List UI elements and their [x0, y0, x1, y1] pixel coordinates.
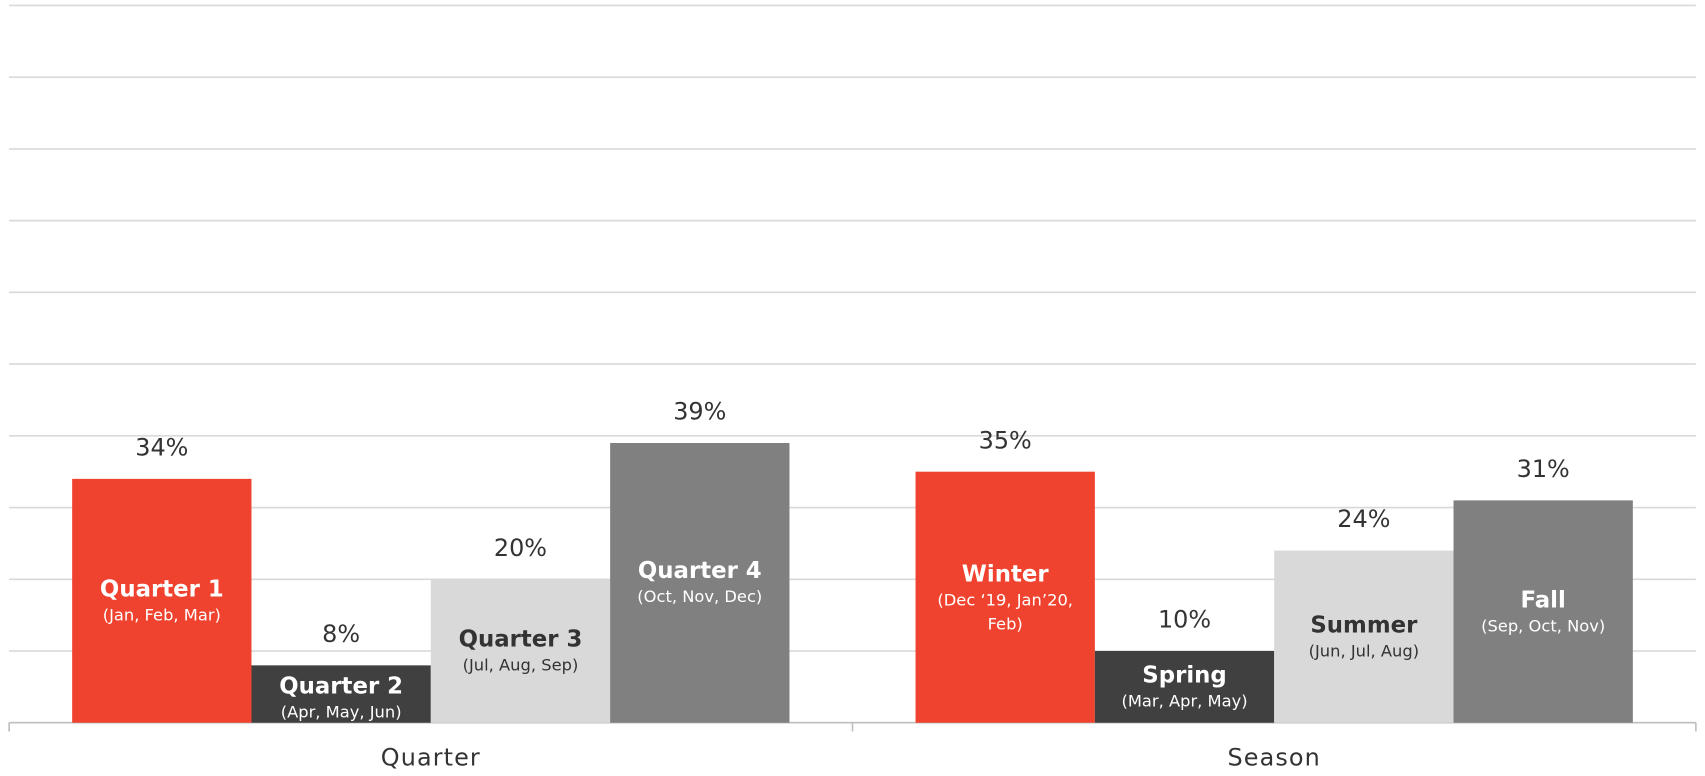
bar-label: Quarter 4 (Oct, Nov, Dec) — [610, 443, 789, 723]
value-label: 31% — [1517, 455, 1570, 483]
value-label: 10% — [1158, 606, 1211, 634]
category-label: Quarter 2 — [279, 672, 404, 700]
category-label: Quarter 4 — [637, 557, 762, 584]
bar-label: Summer(Jun, Jul, Aug) — [1274, 551, 1453, 723]
bar-label: Winter(Dec ‘19, Jan’20, Feb) — [916, 472, 1095, 723]
category-label: Fall — [1520, 586, 1566, 613]
category-sublabel: (Sep, Oct, Nov) — [1481, 615, 1606, 636]
bar-label-box: Quarter 3 (Jul, Aug, Sep) — [431, 579, 610, 722]
category-sublabel: (Jan, Feb, Mar) — [102, 605, 221, 625]
category-sublabel: (Apr, May, Jun) — [280, 702, 402, 722]
value-label: 20% — [494, 534, 547, 562]
value-label: 34% — [135, 433, 188, 461]
bar — [915, 471, 1095, 723]
bar — [251, 665, 431, 723]
value-label: 35% — [979, 426, 1032, 454]
bar-label-box: Quarter 4 (Oct, Nov, Dec) — [610, 443, 789, 723]
bar — [430, 579, 611, 723]
category-sublabel: (Jun, Jul, Aug) — [1308, 640, 1420, 661]
bar-label-box: Spring (Mar, Apr, May) — [1095, 651, 1274, 723]
bar — [610, 442, 790, 723]
value-label: 39% — [673, 398, 726, 426]
value-label: 8% — [322, 620, 360, 648]
bar — [72, 478, 252, 723]
bar-label: Quarter 3(Jul, Aug, Sep) — [431, 579, 610, 722]
category-label: Quarter 3 — [458, 626, 583, 653]
value-label: 24% — [1337, 505, 1390, 533]
bar-label: Fall(Sep, Oct, Nov) — [1454, 500, 1633, 722]
bar-label: Spring (Mar, Apr, May) — [1095, 651, 1274, 723]
category-sublabel: (Oct, Nov, Dec) — [637, 587, 763, 607]
group-label: Quarter — [381, 744, 481, 772]
bar-label-box: Winter (Dec ‘19, Jan’20, Feb) — [916, 472, 1095, 723]
bar-label-box: Fall (Sep, Oct, Nov) — [1454, 500, 1633, 722]
group-label: Season — [1228, 744, 1321, 772]
bar — [1453, 500, 1633, 723]
category-sublabel: (Mar, Apr, May) — [1121, 691, 1248, 711]
category-label: Summer — [1310, 611, 1418, 638]
category-label: Quarter 1 — [99, 575, 224, 602]
bar-label-box: Quarter 1 (Jan, Feb, Mar) — [72, 479, 251, 723]
bar-label-box: Summer (Jun, Jul, Aug) — [1274, 551, 1453, 723]
category-sublabel: (Dec ‘19, Jan’20, Feb) — [937, 589, 1074, 634]
bar — [1274, 550, 1454, 723]
bar-label-box: Quarter 2 (Apr, May, Jun) — [251, 665, 430, 722]
bar-label: Quarter 2(Apr, May, Jun) — [251, 665, 430, 722]
bar — [1094, 651, 1275, 723]
category-label: Winter — [961, 560, 1049, 587]
bar-label: Quarter 1 (Jan, Feb, Mar) — [72, 479, 251, 723]
category-label: Spring — [1142, 661, 1227, 688]
category-sublabel: (Jul, Aug, Sep) — [462, 655, 579, 675]
